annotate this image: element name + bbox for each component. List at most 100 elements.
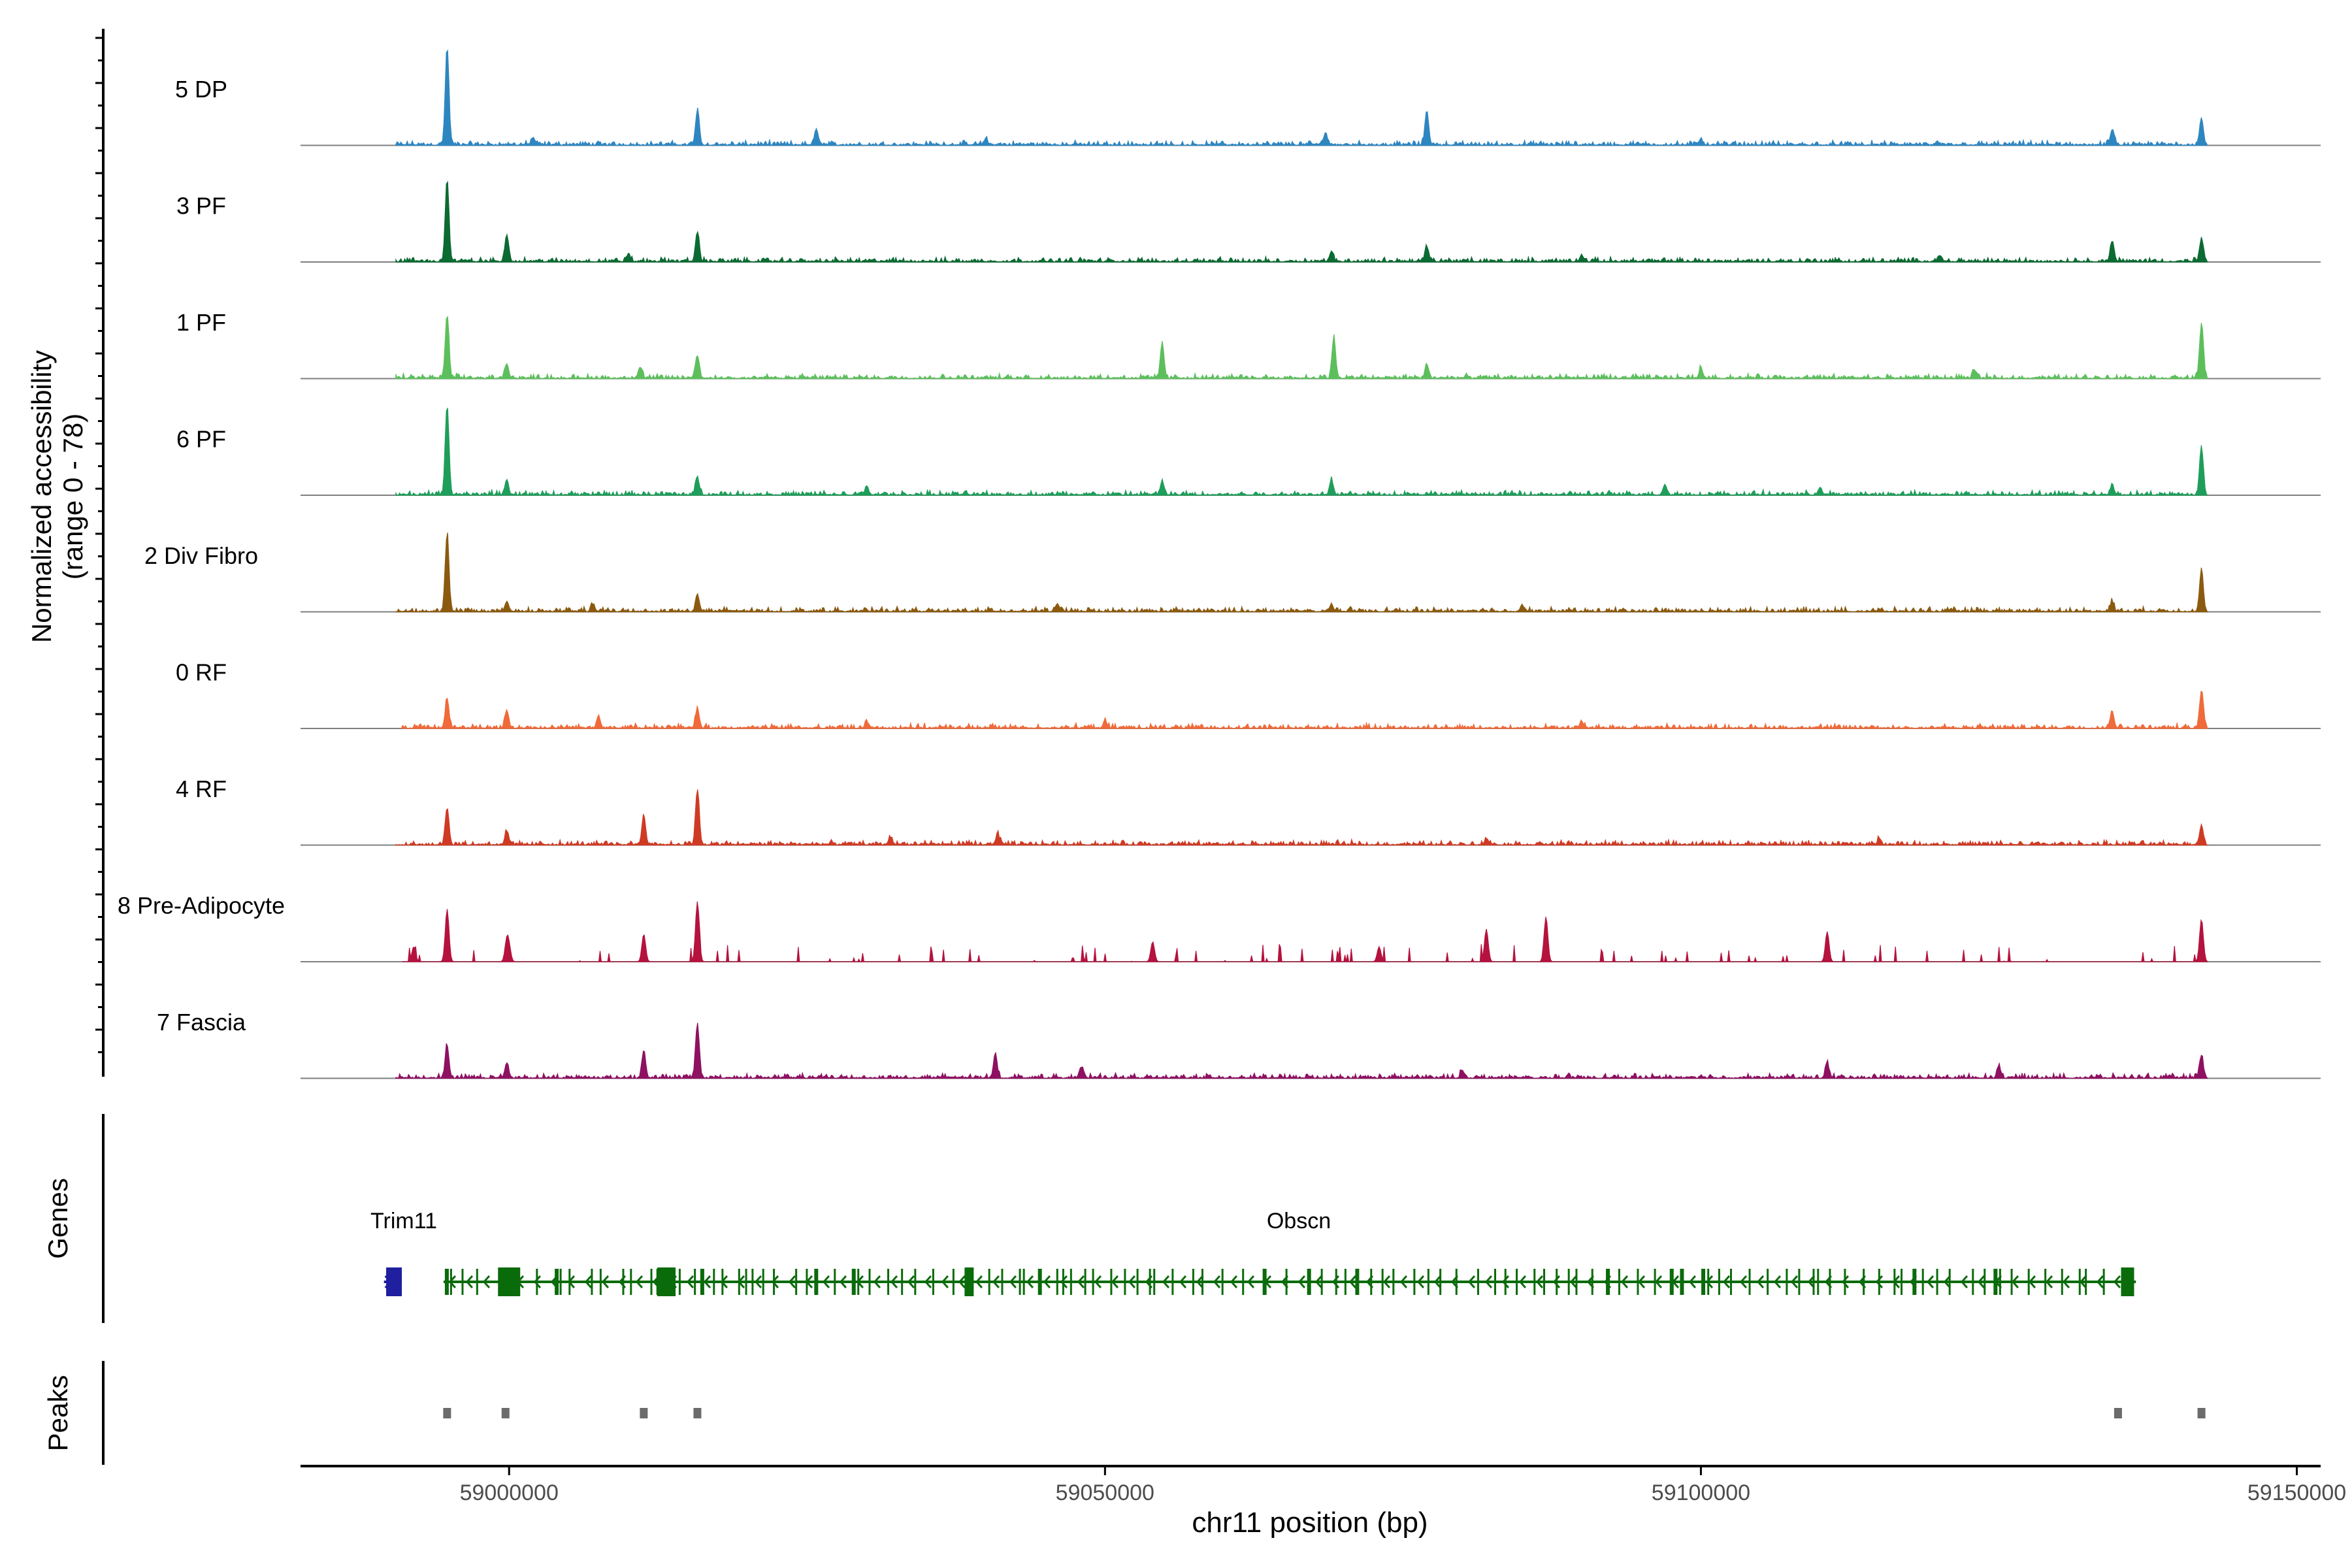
- strand-arrow: [1875, 1275, 1884, 1288]
- strand-arrow: [1688, 1275, 1697, 1288]
- exon: [2078, 1269, 2081, 1295]
- track-6-pf: 6 PF: [176, 408, 2321, 497]
- strand-arrow: [839, 1275, 847, 1288]
- exon: [1618, 1269, 1620, 1295]
- exon: [1829, 1269, 1831, 1295]
- strand-arrow: [1433, 1275, 1442, 1288]
- strand-arrow: [1128, 1275, 1136, 1288]
- track-2-div-fibro: 2 Div Fibro: [144, 532, 2321, 613]
- track-label: 7 Fascia: [157, 1009, 246, 1036]
- exon: [834, 1269, 836, 1295]
- exon: [721, 1269, 724, 1295]
- track-label: 0 RF: [176, 659, 227, 686]
- track-7-fascia: 7 Fascia: [157, 1009, 2321, 1080]
- track-signal-area: [395, 1022, 2208, 1080]
- exon: [1999, 1269, 2001, 1295]
- exon: [1786, 1269, 1788, 1295]
- exon: [1001, 1269, 1004, 1295]
- strand-arrow: [1637, 1275, 1646, 1288]
- exon: [476, 1269, 478, 1295]
- exon: [1221, 1269, 1224, 1295]
- exon: [694, 1269, 696, 1295]
- strand-arrow: [1467, 1275, 1476, 1288]
- strand-arrow: [2028, 1275, 2036, 1288]
- strand-arrow: [1179, 1275, 1187, 1288]
- strand-arrow: [686, 1275, 694, 1288]
- exon: [738, 1269, 740, 1295]
- exon: [1355, 1269, 1360, 1295]
- track-label: 4 RF: [176, 776, 227, 802]
- track-signal-area: [395, 180, 2208, 263]
- exon: [1335, 1269, 1337, 1295]
- exon: [1494, 1269, 1497, 1295]
- exon: [1812, 1269, 1815, 1295]
- exon: [1455, 1269, 1458, 1295]
- exon: [1817, 1269, 1820, 1295]
- strand-arrow: [1382, 1275, 1391, 1288]
- peak-region-mark: [2114, 1408, 2122, 1418]
- track-label: 1 PF: [176, 309, 226, 336]
- exon-large: [657, 1267, 676, 1296]
- strand-arrow: [1654, 1275, 1663, 1288]
- exon: [1972, 1269, 1974, 1295]
- exon: [559, 1269, 562, 1295]
- exon: [952, 1269, 955, 1295]
- exon: [622, 1269, 625, 1295]
- exon: [1680, 1269, 1684, 1295]
- exon: [461, 1269, 464, 1295]
- strand-arrow: [1569, 1275, 1578, 1288]
- strand-arrow: [907, 1275, 915, 1288]
- exon: [1037, 1269, 1042, 1295]
- exon: [1798, 1269, 1801, 1295]
- strand-arrow: [1196, 1275, 1204, 1288]
- exon: [1504, 1269, 1507, 1295]
- strand-arrow: [1230, 1275, 1238, 1288]
- exon: [1654, 1269, 1656, 1295]
- exon: [851, 1269, 856, 1295]
- exon: [1767, 1269, 1769, 1295]
- exon: [568, 1269, 571, 1295]
- coverage-y-ticks: [95, 37, 103, 1053]
- strand-arrow: [703, 1275, 711, 1288]
- exon: [386, 1267, 402, 1296]
- exon: [1136, 1269, 1139, 1295]
- exon: [1707, 1269, 1710, 1295]
- exon: [1392, 1269, 1395, 1295]
- exon: [795, 1269, 798, 1295]
- strand-arrow: [1162, 1275, 1170, 1288]
- track-3-pf: 3 PF: [176, 180, 2321, 263]
- track-label: 8 Pre-Adipocyte: [118, 892, 285, 919]
- exon: [1285, 1269, 1288, 1295]
- strand-arrow: [1977, 1275, 1985, 1288]
- exon: [1701, 1269, 1706, 1295]
- accessibility-tracks: 5 DP 3 PF 1 PF 6 PF 2 Div Fibro 0 RF 4 RF 8 Pre…: [118, 49, 2321, 1080]
- strand-arrow: [873, 1275, 881, 1288]
- gene-label: Trim11: [370, 1209, 437, 1233]
- exon: [1192, 1269, 1194, 1295]
- exon: [1242, 1269, 1245, 1295]
- strand-arrow: [941, 1275, 949, 1288]
- track-signal-area: [395, 408, 2208, 497]
- strand-arrow: [1943, 1275, 1952, 1288]
- x-axis-title: chr11 position (bp): [1192, 1507, 1428, 1539]
- track-signal-area: [395, 532, 2208, 613]
- exon: [1718, 1269, 1720, 1295]
- exon: [2027, 1269, 2030, 1295]
- y-axis-label-line2: (range 0 - 78): [57, 414, 88, 580]
- exon: [555, 1269, 559, 1295]
- exon: [1556, 1269, 1558, 1295]
- strand-arrow: [1518, 1275, 1527, 1288]
- exon: [1669, 1269, 1674, 1295]
- strand-arrow: [822, 1275, 830, 1288]
- exon: [887, 1269, 890, 1295]
- exon: [857, 1269, 860, 1295]
- gene-models: Trim11 Obscn: [370, 1209, 2136, 1296]
- exon: [1084, 1269, 1086, 1295]
- strand-arrow: [975, 1275, 983, 1288]
- exon: [806, 1269, 808, 1295]
- strand-arrow: [584, 1275, 593, 1288]
- exon: [1606, 1269, 1610, 1295]
- peak-region-mark: [501, 1408, 510, 1418]
- gene-trim11: Trim11: [370, 1209, 437, 1296]
- strand-arrow: [1620, 1275, 1629, 1288]
